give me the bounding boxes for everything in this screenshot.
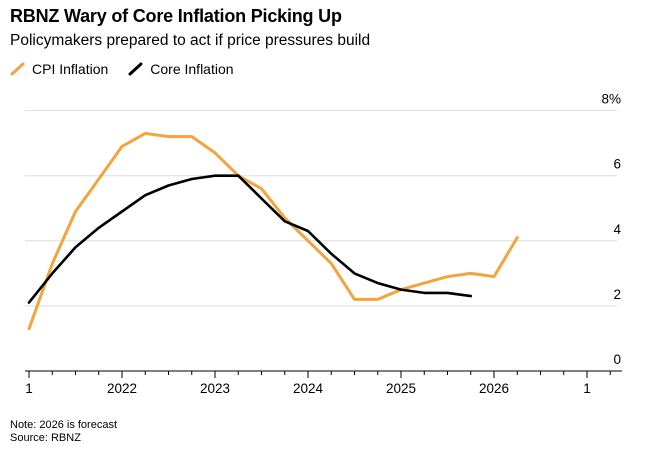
chart-source: Source: RBNZ <box>10 432 81 444</box>
cpi-slash-icon <box>10 62 25 76</box>
cpi-inflation-line <box>27 131 519 331</box>
chart-subtitle: Policymakers prepared to act if price pr… <box>10 32 371 49</box>
x-axis-label: 2024 <box>293 381 324 396</box>
x-axis-label: 2023 <box>200 381 230 396</box>
y-axis-label: 8% <box>601 92 621 107</box>
x-axis-label: 2026 <box>479 381 509 396</box>
legend-label-cpi: CPI Inflation <box>32 61 109 77</box>
line-chart: 8% 6 4 2 0 1 2022 2023 2024 2025 2026 1 <box>25 92 622 396</box>
legend-item-cpi: CPI Inflation <box>10 61 108 77</box>
chart-note: Note: 2026 is forecast <box>10 419 118 431</box>
x-axis-label: 1 <box>583 381 591 396</box>
core-slash-icon <box>128 62 143 76</box>
legend-item-core: Core Inflation <box>128 61 234 77</box>
x-axis-label: 1 <box>25 381 33 396</box>
y-axis-label: 4 <box>613 222 621 237</box>
core-inflation-line <box>27 174 473 304</box>
x-axis-label: 2022 <box>107 381 137 396</box>
legend: CPI Inflation Core Inflation <box>10 61 234 77</box>
chart-title: RBNZ Wary of Core Inflation Picking Up <box>10 6 342 26</box>
legend-label-core: Core Inflation <box>150 61 234 77</box>
x-axis-label: 2025 <box>386 381 416 396</box>
y-axis-label: 6 <box>613 157 621 172</box>
y-axis-label: 0 <box>613 352 621 367</box>
y-axis-label: 2 <box>613 287 621 302</box>
chart-footer: Note: 2026 is forecast Source: RBNZ <box>10 419 117 445</box>
